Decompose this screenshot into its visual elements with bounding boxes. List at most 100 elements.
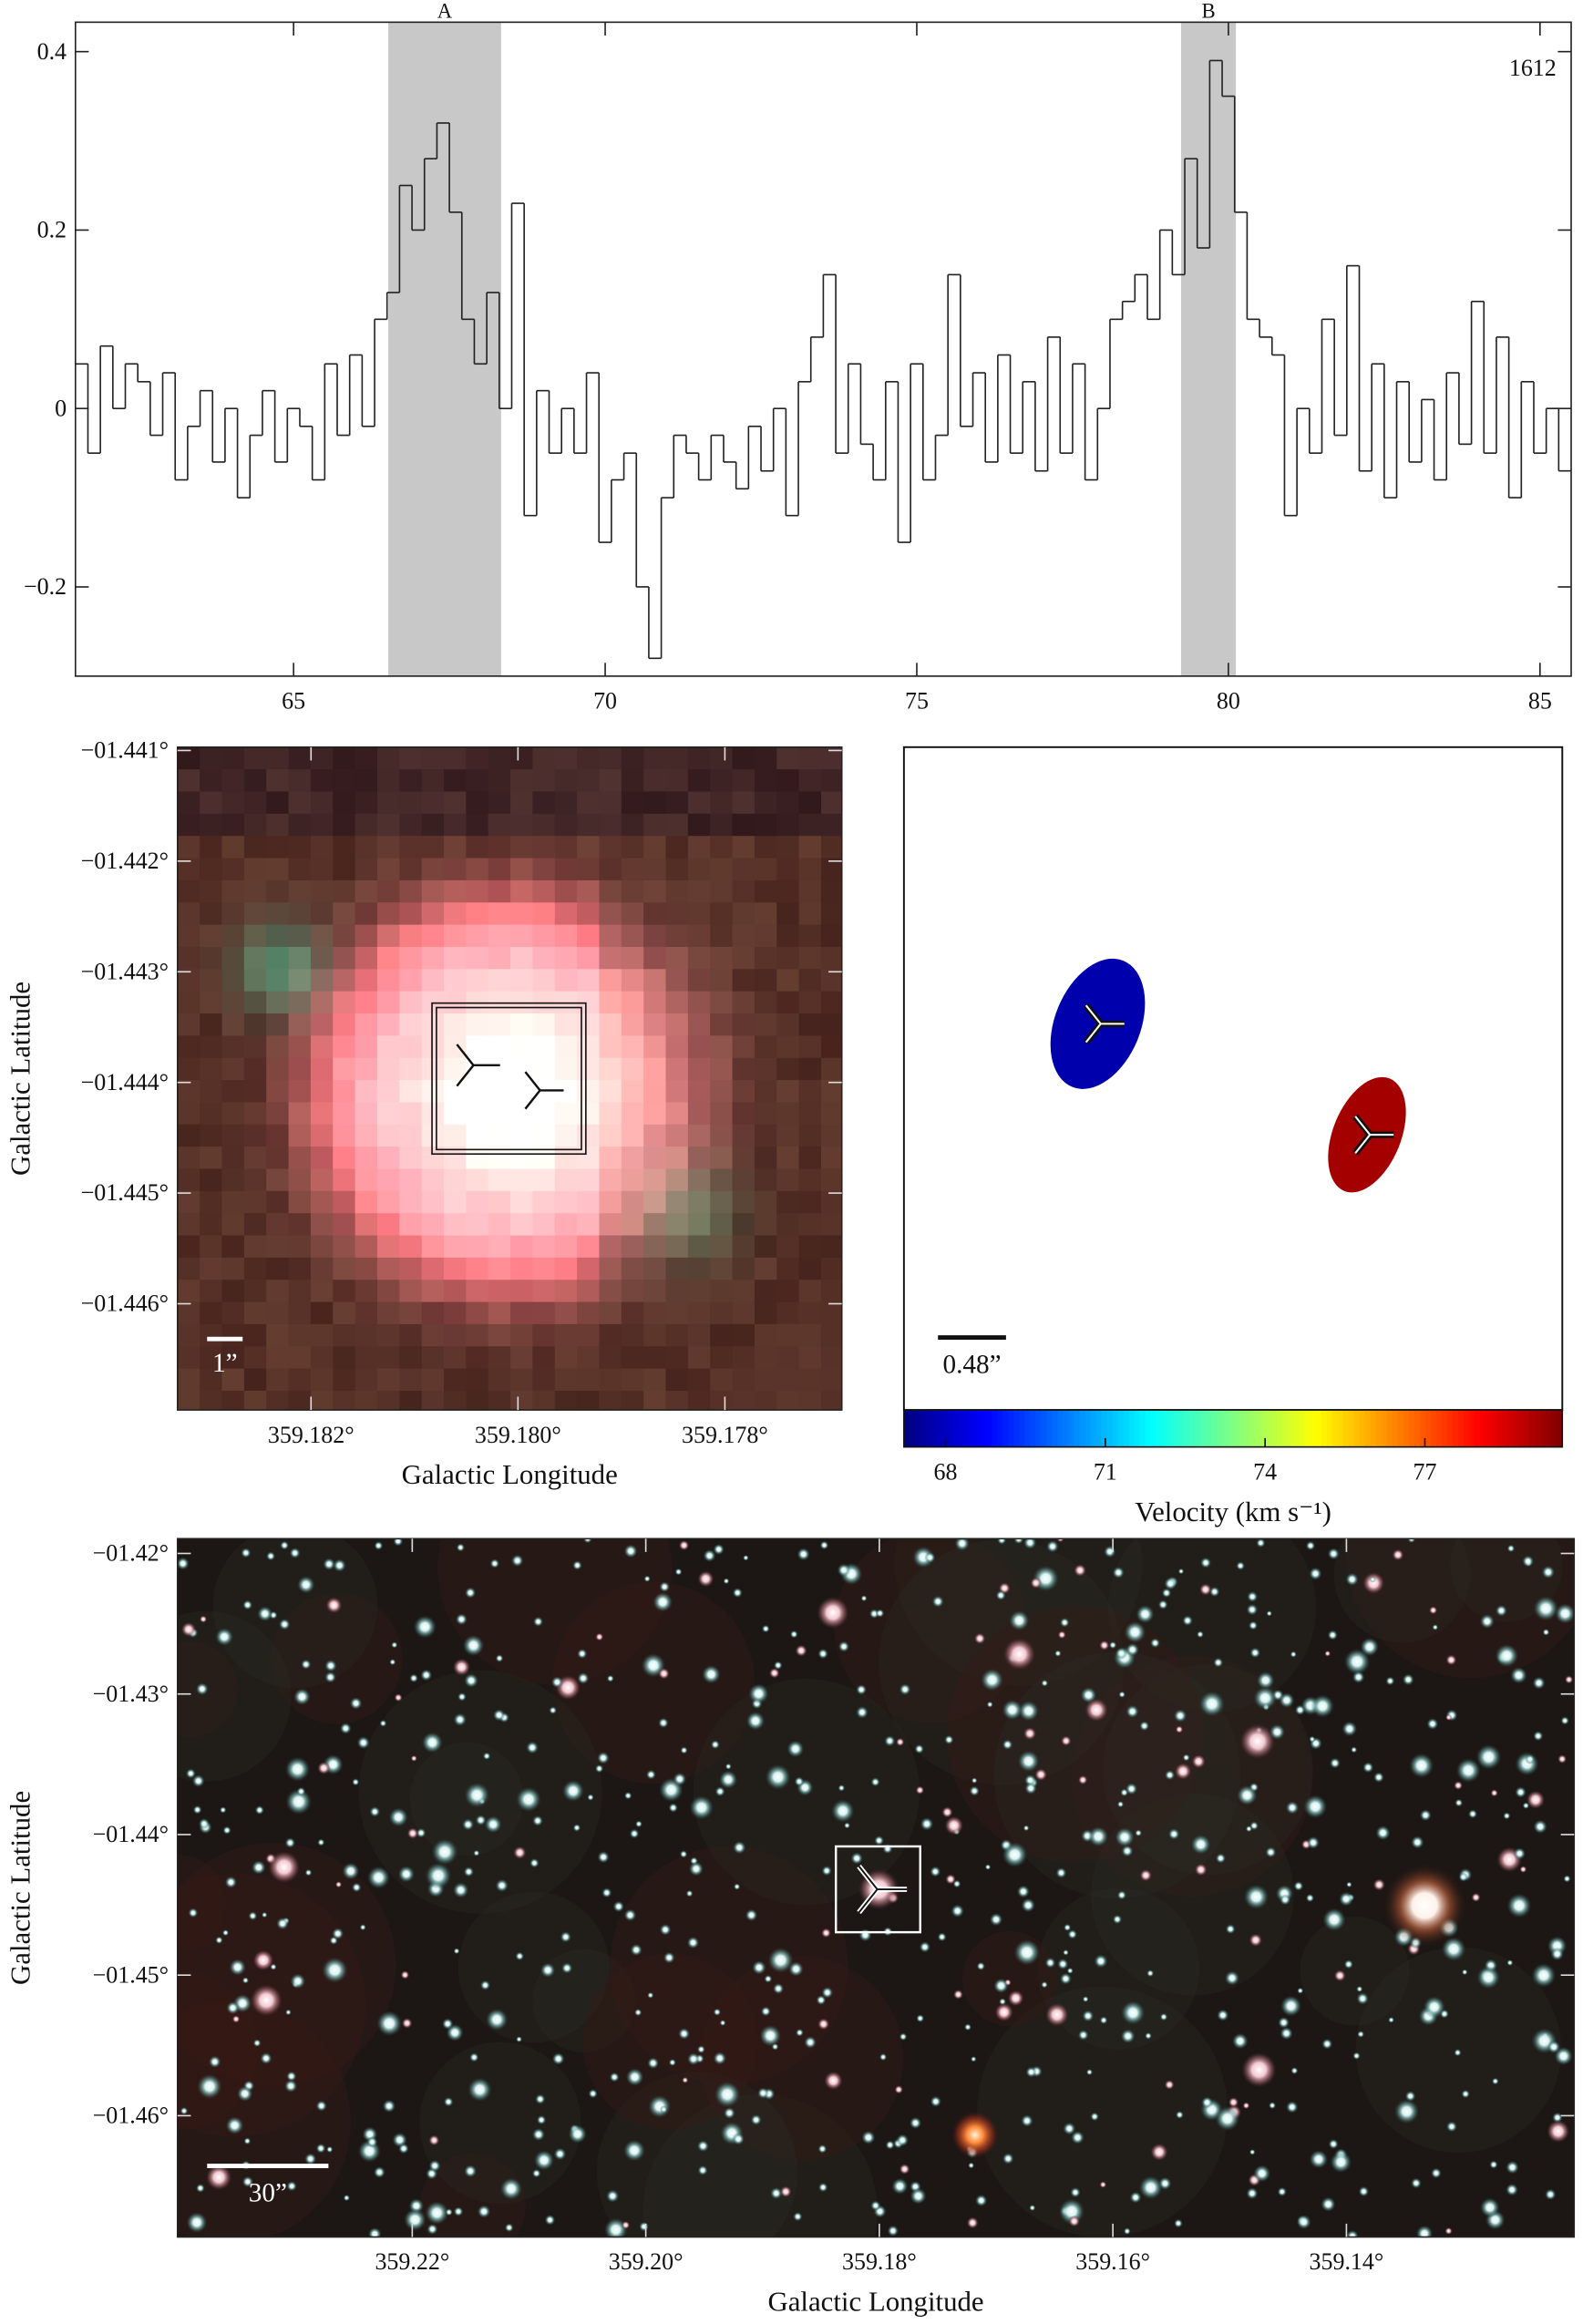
image-pixel [177, 1035, 200, 1059]
image-pixel [599, 1301, 622, 1325]
star [290, 1973, 306, 1990]
star [301, 1659, 312, 1670]
image-pixel [687, 858, 712, 881]
star [369, 1805, 381, 1817]
image-pixel [820, 1257, 842, 1281]
image-pixel [177, 969, 200, 992]
image-pixel [310, 902, 334, 926]
star [185, 1768, 196, 1779]
image-pixel [710, 1168, 734, 1192]
star [951, 1904, 964, 1918]
star [1339, 1891, 1354, 1907]
image-pixel [776, 746, 800, 770]
image-pixel [798, 969, 822, 992]
star [572, 1560, 582, 1570]
star [1009, 1609, 1030, 1631]
image-pixel [732, 924, 756, 948]
star [577, 1648, 588, 1660]
star [391, 1641, 398, 1649]
image-pixel [266, 902, 290, 926]
image-pixel [444, 746, 468, 770]
colorbar-cell [1540, 1410, 1547, 1447]
image-pixel [333, 836, 356, 859]
image-pixel [776, 924, 800, 948]
star [343, 2194, 351, 2202]
colorbar-cell [1403, 1410, 1410, 1447]
star [899, 1683, 911, 1696]
colorbar-cell [1266, 1410, 1272, 1447]
image-pixel [754, 991, 778, 1014]
star [612, 1900, 625, 1913]
image-pixel [399, 1301, 423, 1325]
image-pixel [288, 746, 312, 770]
colorbar-cell [1084, 1410, 1092, 1447]
image-pixel [776, 1013, 800, 1037]
image-pixel [333, 769, 356, 793]
image-pixel [599, 813, 622, 838]
image-pixel [776, 1102, 800, 1126]
colorbar-cell [1002, 1410, 1009, 1447]
image-pixel [510, 836, 534, 859]
colorbar-cell [909, 1410, 916, 1447]
image-pixel [243, 769, 268, 793]
star [971, 1777, 978, 1784]
image-pixel [798, 1280, 822, 1303]
star [879, 2052, 888, 2062]
colorbar-cell [1249, 1410, 1256, 1447]
x-tick-label: 359.182° [268, 1422, 355, 1448]
star [819, 1540, 829, 1550]
image-pixel [665, 1035, 689, 1059]
image-pixel [510, 1346, 534, 1370]
image-pixel [621, 1147, 644, 1170]
star [229, 1959, 247, 1976]
star [231, 2015, 241, 2023]
star [1057, 1630, 1066, 1640]
star [1445, 2121, 1458, 2133]
image-pixel [820, 836, 842, 859]
bright-star [1383, 1864, 1466, 1948]
image-pixel [754, 1323, 778, 1348]
star [732, 2133, 745, 2145]
image-pixel [288, 924, 312, 948]
image-pixel [444, 1323, 468, 1348]
x-tick-label: 65 [282, 688, 305, 715]
image-pixel [243, 1147, 268, 1170]
image-pixel [621, 879, 644, 904]
image-pixel [243, 1346, 268, 1370]
star [443, 2096, 454, 2107]
star [455, 1613, 468, 1626]
x-tick-label: 70 [593, 688, 617, 715]
star [425, 2200, 449, 2226]
star [1116, 1800, 1125, 1808]
star [759, 2024, 782, 2047]
star [1007, 1990, 1024, 2007]
star [540, 1962, 556, 1978]
image-pixel [577, 1035, 601, 1059]
star [793, 2212, 803, 2222]
star [484, 1815, 502, 1834]
colorbar-cell [1479, 1410, 1486, 1447]
image-pixel [665, 1323, 689, 1348]
image-pixel [776, 1147, 800, 1170]
image-pixel [488, 791, 511, 815]
star [221, 1928, 230, 1937]
star [1059, 1972, 1072, 1985]
image-pixel [376, 879, 401, 904]
star [1247, 1590, 1259, 1602]
image-pixel [177, 1390, 200, 1411]
image-pixel [798, 1102, 822, 1126]
image-pixel [333, 902, 356, 926]
image-pixel [577, 769, 601, 793]
image-pixel [355, 924, 378, 948]
image-pixel [376, 1301, 401, 1325]
image-pixel [376, 813, 401, 838]
star [504, 2223, 514, 2233]
image-pixel [554, 1213, 578, 1237]
image-pixel [355, 1168, 378, 1192]
image-pixel [798, 991, 822, 1014]
image-pixel [421, 1301, 445, 1325]
image-pixel [444, 836, 468, 859]
image-pixel [266, 1102, 290, 1126]
colorbar-cell [914, 1410, 921, 1447]
